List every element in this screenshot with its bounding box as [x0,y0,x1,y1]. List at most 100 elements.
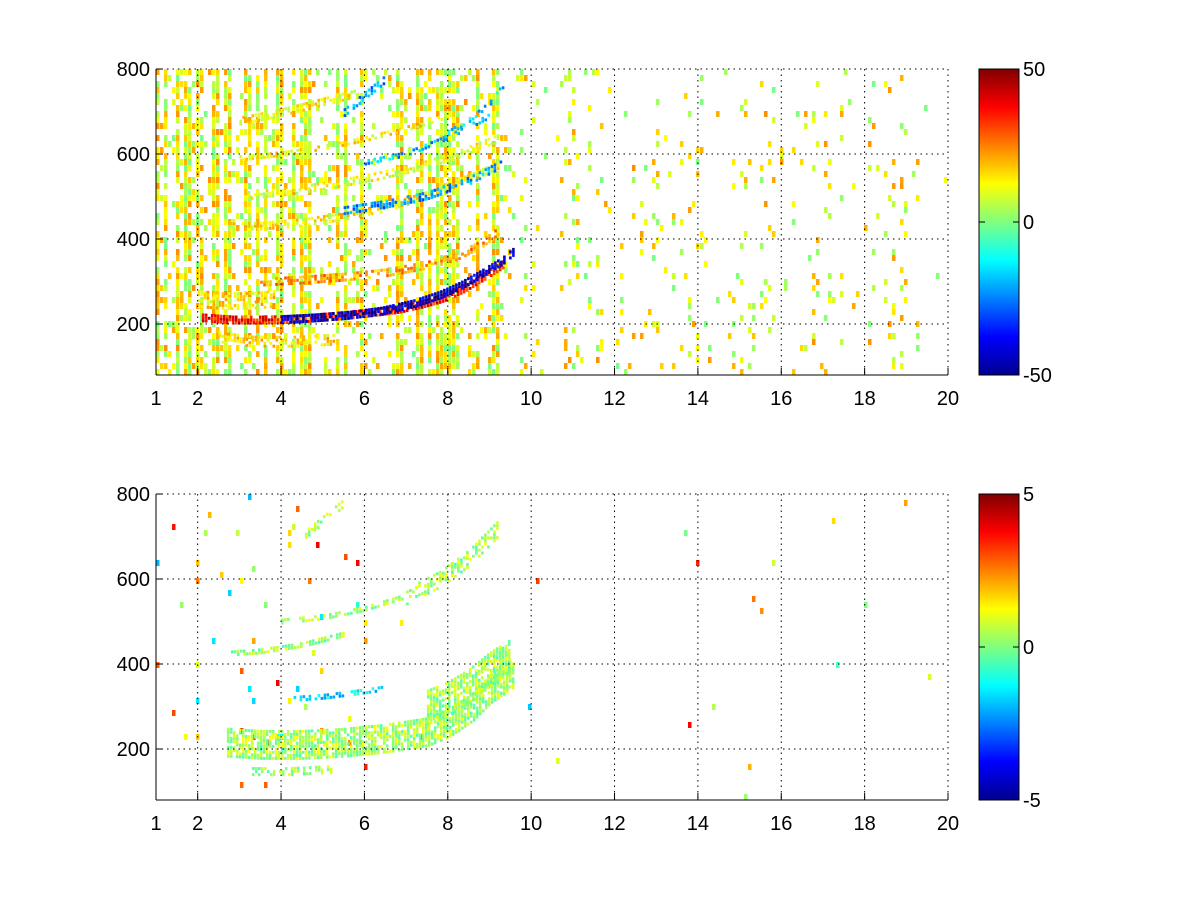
heatmap-cell [373,724,377,728]
heatmap-cell [325,184,329,188]
heatmap-cell [490,142,494,146]
heatmap-cell [470,251,473,254]
heatmap-cell [370,734,374,737]
heatmap-cell [480,279,484,283]
heatmap-cell [237,653,240,656]
heatmap-cell [300,357,304,363]
heatmap-cell [440,153,444,159]
heatmap-cell [496,327,500,333]
heatmap-cell [760,81,764,87]
heatmap-cell [344,99,348,105]
heatmap-cell [168,141,172,147]
heatmap-cell [732,183,736,189]
heatmap-cell [334,505,338,509]
heatmap-cell [264,351,268,357]
heatmap-cell [852,303,856,309]
heatmap-cell [428,333,432,339]
heatmap-cell [400,733,404,737]
heatmap-cell [456,183,460,189]
heatmap-cell [289,738,293,742]
heatmap-cell [270,315,274,319]
heatmap-cell [436,165,440,171]
heatmap-cell [360,219,364,225]
heatmap-cell [473,249,476,253]
heatmap-cell [400,273,404,279]
heatmap-cell [329,276,332,280]
heatmap-cell [283,750,287,754]
heatmap-cell [716,111,720,117]
heatmap-cell [216,339,220,345]
heatmap-cell [496,693,500,697]
heatmap-cell [340,745,344,749]
heatmap-cell [492,225,496,231]
heatmap-cell [368,369,372,375]
heatmap-cell [444,183,448,189]
heatmap-cell [452,99,456,105]
heatmap-cell [684,93,688,99]
heatmap-cell [505,681,509,685]
heatmap-cell [382,82,386,86]
heatmap-cell [325,731,329,735]
heatmap-cell [418,739,422,743]
heatmap-cell [203,293,207,297]
heatmap-cell [326,337,330,340]
heatmap-cell [588,237,592,243]
heatmap-cell [736,273,740,279]
heatmap-cell [188,141,192,147]
heatmap-cell [784,285,788,291]
heatmap-cell [375,313,379,317]
heatmap-cell [440,339,444,345]
heatmap-cell [416,237,420,243]
heatmap-cell [459,676,463,680]
heatmap-cell [400,117,404,123]
heatmap-cell [344,249,348,255]
heatmap-cell [156,93,160,99]
heatmap-cell [442,722,446,726]
heatmap-cell [352,179,356,183]
heatmap-cell [301,750,305,754]
heatmap-cell [282,644,285,648]
heatmap-cell [268,191,272,195]
heatmap-cell [300,309,304,315]
heatmap-cell [324,363,328,369]
heatmap-cell [361,96,365,100]
heatmap-cell [180,99,184,105]
heatmap-cell [328,225,332,231]
heatmap-cell [474,669,478,673]
heatmap-cell [480,667,484,671]
heatmap-cell [264,177,268,183]
heatmap-cell [804,123,808,129]
heatmap-cell [212,111,216,117]
heatmap-cell [196,560,200,566]
heatmap-cell [444,267,448,273]
heatmap-cell [247,747,251,751]
heatmap-cell [454,730,458,734]
heatmap-cell [928,674,932,680]
heatmap-cell [344,129,348,135]
heatmap-cell [416,165,420,171]
heatmap-cell [475,551,478,555]
heatmap-cell [247,756,251,760]
heatmap-cell [233,339,237,343]
heatmap-cell [212,177,216,183]
heatmap-cell [268,744,272,748]
heatmap-cell [255,318,259,322]
heatmap-cell [436,87,440,93]
heatmap-cell [432,711,436,715]
heatmap-cell [276,297,280,303]
heatmap-cell [448,327,452,333]
heatmap-cell [188,327,192,333]
heatmap-cell [425,301,428,305]
heatmap-cell [356,237,360,243]
heatmap-cell [264,75,268,81]
heatmap-cell [868,339,872,345]
heatmap-cell [474,280,478,284]
heatmap-cell [319,738,323,741]
heatmap-cell [680,141,684,147]
heatmap-cell [264,81,268,87]
heatmap-cell [292,524,296,530]
heatmap-cell [268,285,272,291]
heatmap-cell [448,183,452,187]
heatmap-cell [447,129,451,133]
heatmap-cell [412,722,416,726]
